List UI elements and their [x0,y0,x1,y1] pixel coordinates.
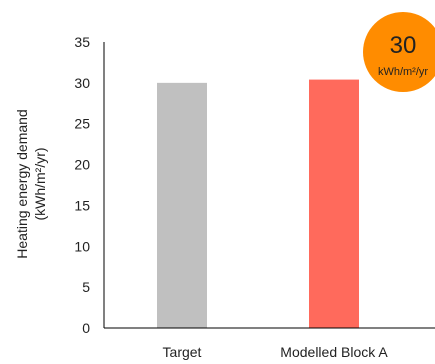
y-tick-label: 0 [82,320,90,336]
bar-target [157,82,207,328]
y-tick-label: 30 [74,75,90,91]
target-value-badge: 30 kWh/m²/yr [363,12,435,92]
y-axis-title-line1: Heating energy demand [14,109,30,258]
badge-circle [363,12,435,92]
y-tick-label: 15 [74,197,90,213]
badge-unit: kWh/m²/yr [378,66,428,78]
badge-value: 30 [390,32,417,59]
y-axis-ticks: 0 5 10 15 20 25 30 35 [74,34,90,336]
y-tick-label: 25 [74,116,90,132]
bar-modelled-block-a [309,79,359,329]
x-category-label: Target [163,344,202,360]
y-axis-title-line2: (kWh/m²/yr) [32,147,48,220]
bars [157,79,359,329]
y-tick-label: 5 [82,279,90,295]
x-axis-labels: Target Modelled Block A [163,344,389,360]
y-tick-label: 10 [74,238,90,254]
y-tick-label: 35 [74,34,90,50]
y-tick-label: 20 [74,157,90,173]
y-axis-title: Heating energy demand (kWh/m²/yr) [14,109,48,258]
x-category-label: Modelled Block A [280,344,388,360]
